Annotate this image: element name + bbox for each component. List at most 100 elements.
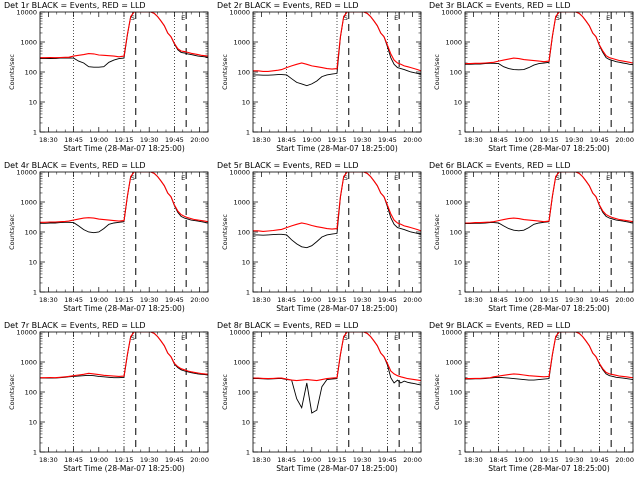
y-axis-label: Counts/sec [8,374,16,410]
panel-title: Det 1r BLACK = Events, RED = LLD [4,1,146,10]
panel-det-1: Det 1r BLACK = Events, RED = LLD S E 1 10 100… [4,1,209,153]
y-axis-label: Counts/sec [433,374,441,410]
x-tick-label: 19:00 [89,296,108,304]
x-tick-label: 19:00 [514,456,533,464]
x-tick-label: 18:30 [252,456,271,464]
x-tick-label: 18:45 [64,136,83,144]
x-tick-label: 19:30 [565,456,584,464]
panel-det-8: Det 8r BLACK = Events, RED = LLD S E 1 10 100… [217,321,422,473]
x-tick-label: 19:00 [302,136,321,144]
x-tick-label: 18:45 [64,296,83,304]
flag-letter-s: S [131,14,135,22]
y-tick-label: 10 [29,99,37,107]
series-lld-line [465,12,633,65]
flag-letter-s: S [556,334,560,342]
series-events-line [40,172,208,234]
x-axis-label: Start Time (28-Mar-07 18:25:00) [63,304,185,313]
panel-title: Det 7r BLACK = Events, RED = LLD [4,321,146,330]
panel-det-2: Det 2r BLACK = Events, RED = LLD S E 1 10 100… [217,1,422,153]
y-tick-label: 10000 [229,329,250,337]
flag-letter-s: S [131,174,135,182]
x-tick-label: 19:00 [302,456,321,464]
x-axis-label: Start Time (28-Mar-07 18:25:00) [276,304,398,313]
x-axis-label: Start Time (28-Mar-07 18:25:00) [276,464,398,473]
y-tick-label: 1 [33,449,37,457]
flag-letter-e: E [181,334,185,342]
panel-det-7: Det 7r BLACK = Events, RED = LLD S E 1 10 100… [4,321,209,473]
x-tick-label: 18:45 [277,456,296,464]
flag-letter-e: E [181,174,185,182]
y-axis-label: Counts/sec [8,54,16,90]
x-tick-label: 19:15 [328,136,347,144]
plot-frame [464,11,634,133]
y-tick-label: 1000 [445,199,462,207]
plot-frame [39,171,209,293]
flag-letter-e: E [394,14,398,22]
series-events-line [253,172,421,249]
x-tick-label: 20:00 [403,296,422,304]
y-tick-label: 10000 [16,329,37,337]
panel-det-5: Det 5r BLACK = Events, RED = LLD S E 1 10 100… [217,161,422,313]
y-axis-label: Counts/sec [221,214,229,250]
x-axis-label: Start Time (28-Mar-07 18:25:00) [488,304,610,313]
x-tick-label: 19:45 [378,136,397,144]
y-tick-label: 10000 [229,9,250,17]
x-axis-label: Start Time (28-Mar-07 18:25:00) [63,464,185,473]
x-tick-label: 18:45 [277,136,296,144]
x-tick-label: 19:30 [565,136,584,144]
series-events-line [465,332,633,381]
x-tick-label: 18:30 [464,296,483,304]
plot-frame [252,11,422,133]
flag-letter-s: S [344,14,348,22]
x-tick-label: 19:45 [590,136,609,144]
x-tick-label: 19:00 [89,136,108,144]
y-tick-label: 1000 [445,39,462,47]
x-axis-label: Start Time (28-Mar-07 18:25:00) [63,144,185,153]
y-tick-label: 100 [238,389,250,397]
x-tick-label: 18:45 [277,296,296,304]
y-tick-label: 10 [454,419,462,427]
series-lld-line [465,332,633,380]
y-tick-label: 1000 [20,39,37,47]
y-tick-label: 10000 [16,9,37,17]
y-tick-label: 10000 [441,9,462,17]
x-axis-label: Start Time (28-Mar-07 18:25:00) [488,464,610,473]
y-tick-label: 1000 [233,199,250,207]
y-tick-label: 10000 [16,169,37,177]
series-lld-line [40,12,208,59]
flag-letter-s: S [556,14,560,22]
y-tick-label: 10 [242,419,250,427]
flag-letter-e: E [606,334,610,342]
series-events-line [253,12,421,87]
y-tick-label: 10 [454,99,462,107]
panel-title: Det 4r BLACK = Events, RED = LLD [4,161,146,170]
y-tick-label: 100 [25,229,37,237]
y-tick-label: 1 [458,289,462,297]
y-tick-label: 100 [238,69,250,77]
x-tick-label: 19:15 [540,456,559,464]
y-tick-label: 10 [29,259,37,267]
x-tick-label: 18:30 [252,136,271,144]
panel-det-6: Det 6r BLACK = Events, RED = LLD S E 1 10 100… [429,161,634,313]
series-events-line [465,12,633,71]
plot-frame [464,171,634,293]
y-tick-label: 1000 [233,359,250,367]
y-tick-label: 100 [25,69,37,77]
flag-letter-e: E [606,14,610,22]
series-lld-line [40,332,208,379]
x-tick-label: 20:00 [615,136,634,144]
y-tick-label: 1 [33,129,37,137]
y-tick-label: 10000 [229,169,250,177]
series-lld-line [253,172,421,232]
x-tick-label: 19:00 [89,456,108,464]
x-tick-label: 19:00 [302,296,321,304]
x-tick-label: 20:00 [403,136,422,144]
series-lld-line [253,12,421,72]
panel-title: Det 8r BLACK = Events, RED = LLD [217,321,359,330]
y-tick-label: 1000 [445,359,462,367]
y-axis-label: Counts/sec [433,54,441,90]
y-tick-label: 100 [25,389,37,397]
y-tick-label: 1 [458,129,462,137]
panel-title: Det 3r BLACK = Events, RED = LLD [429,1,571,10]
x-tick-label: 20:00 [615,456,634,464]
